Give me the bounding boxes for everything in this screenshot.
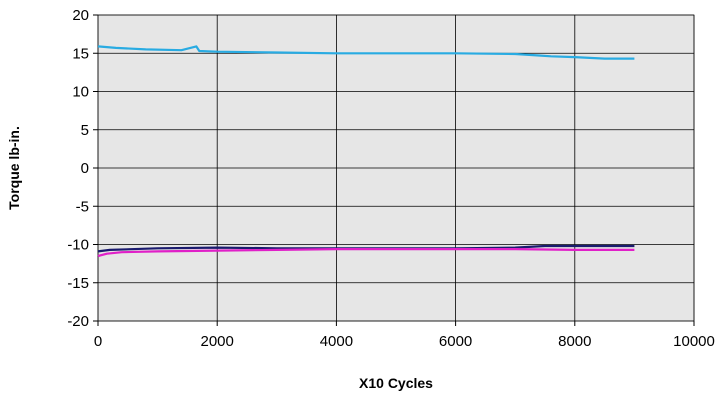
series-line-1	[97, 45, 635, 60]
x-axis-label: X10 Cycles	[359, 375, 433, 391]
y-tick-label: 20	[72, 7, 89, 24]
y-tick-label: -10	[67, 237, 89, 254]
y-tick-label: -5	[76, 198, 89, 215]
y-tick-label: -15	[67, 275, 89, 292]
y-tick-label: 0	[81, 160, 89, 177]
x-tick-label: 10000	[673, 333, 715, 350]
grid-lines	[93, 14, 695, 326]
y-tick-label: 10	[72, 84, 89, 101]
x-tick-label: 4000	[320, 333, 353, 350]
x-tick-label: 6000	[439, 333, 472, 350]
y-tick-label: 5	[81, 122, 89, 139]
y-axis-label: Torque lb-in.	[6, 126, 22, 210]
y-tick-label: -20	[67, 313, 89, 330]
x-tick-label: 2000	[201, 333, 234, 350]
series-layer	[97, 45, 635, 258]
y-tick-label: 15	[72, 45, 89, 62]
x-tick-labels: 0 2000 4000 6000 8000 10000	[94, 333, 715, 350]
x-tick-label: 8000	[558, 333, 591, 350]
y-tick-labels: 20 15 10 5 0 -5 -10 -15 -20	[67, 7, 89, 330]
series-line-3	[97, 248, 635, 258]
x-tick-label: 0	[94, 333, 102, 350]
